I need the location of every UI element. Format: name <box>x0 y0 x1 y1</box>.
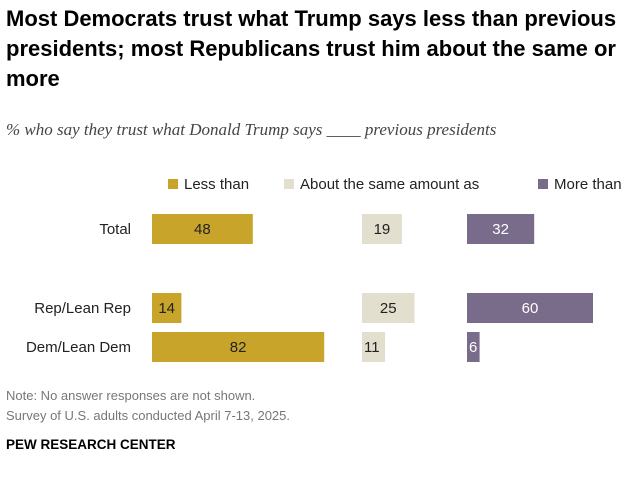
chart-title: Most Democrats trust what Trump says les… <box>6 6 617 91</box>
value-label-about-the-same-amount-as-dem-lean-dem: 11 <box>364 339 380 356</box>
legend-item-more-than: More than <box>538 174 622 194</box>
legend-label-about-same: About the same amount as <box>300 175 480 193</box>
category-label-rep-lean-rep: Rep/Lean Rep <box>34 300 131 317</box>
bar-about-the-same-amount-as-dem-lean-dem <box>362 332 386 362</box>
legend-swatch-about-same <box>284 179 294 189</box>
value-label-less-than-rep-lean-rep: 14 <box>158 300 175 317</box>
bar-less-than-rep-lean-rep <box>152 293 182 323</box>
category-label-total: Total <box>99 221 131 238</box>
value-label-more-than-total: 32 <box>492 221 509 238</box>
legend-label-more-than: More than <box>554 175 622 193</box>
value-label-more-than-rep-lean-rep: 60 <box>522 300 539 317</box>
value-label-less-than-dem-lean-dem: 82 <box>230 339 247 356</box>
legend-swatch-less-than <box>168 179 178 189</box>
bar-about-the-same-amount-as-rep-lean-rep <box>362 293 415 323</box>
bar-more-than-total <box>467 214 535 244</box>
bar-about-the-same-amount-as-total <box>362 214 402 244</box>
legend-item-less-than: Less than <box>168 174 249 194</box>
legend-swatch-more-than <box>538 179 548 189</box>
bar-more-than-rep-lean-rep <box>467 293 593 323</box>
value-label-more-than-dem-lean-dem: 6 <box>469 339 477 356</box>
bar-more-than-dem-lean-dem <box>467 332 480 362</box>
bar-less-than-dem-lean-dem <box>152 332 325 362</box>
brand-label: PEW RESEARCH CENTER <box>6 437 176 452</box>
legend-label-less-than: Less than <box>184 175 250 193</box>
legend-item-about-same: About the same amount as <box>284 174 479 194</box>
bar-chart: Total Rep/Lean Rep Dem/Lean Dem 48 14 82 19 25 1… <box>26 214 593 362</box>
value-label-less-than-total: 48 <box>194 221 211 238</box>
chart-subtitle: % who say they trust what Donald Trump s… <box>6 120 497 139</box>
value-label-about-the-same-amount-as-total: 19 <box>374 221 391 238</box>
chart-note: Note: No answer responses are not shown. <box>6 388 256 403</box>
value-label-about-the-same-amount-as-rep-lean-rep: 25 <box>380 300 397 317</box>
bar-less-than-total <box>152 214 253 244</box>
chart-source: Survey of U.S. adults conducted April 7-… <box>6 408 291 423</box>
category-label-dem-lean-dem: Dem/Lean Dem <box>26 339 131 356</box>
